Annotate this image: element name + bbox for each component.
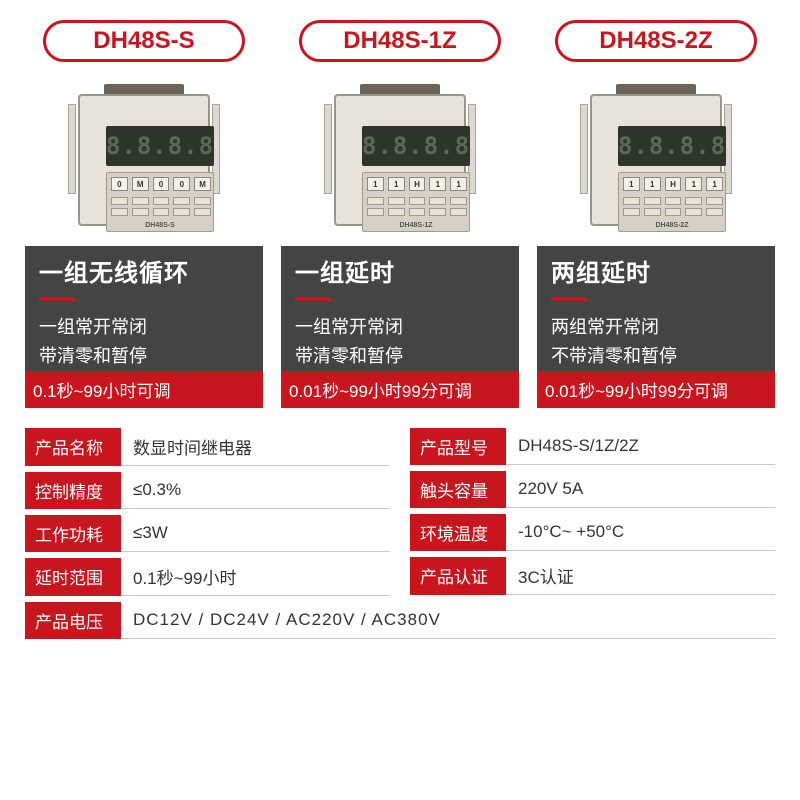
device-illustration: 8.8.8.8 1 1 H 1 1 [576,76,736,236]
spec-label: 环境温度 [410,514,506,551]
spec-value: 3C认证 [506,557,775,595]
device-label: DH48S-1Z [399,222,432,229]
range-bar: 0.01秒~99小时99分可调 [281,371,519,408]
spec-value: ≤0.3% [121,472,390,509]
spec-table: 产品名称 数显时间继电器 控制精度 ≤0.3% 工作功耗 ≤3W 延时范围 0.… [25,428,775,602]
dial: M [194,177,211,191]
dial: 1 [388,177,405,191]
spec-value: 0.1秒~99小时 [121,558,390,596]
spec-row: 控制精度 ≤0.3% [25,472,390,509]
spec-label: 延时范围 [25,558,121,596]
dial: H [409,177,426,191]
model-pill: DH48S-1Z [299,20,501,62]
spec-value: DH48S-S/1Z/2Z [506,428,775,465]
accent-underline [551,297,587,301]
product-row: DH48S-S 8.8.8.8 0 M 0 0 [25,20,775,408]
spec-row-full: 产品电压 DC12V / DC24V / AC220V / AC380V [25,602,775,639]
spec-value: 220V 5A [506,471,775,508]
spec-label: 控制精度 [25,472,121,509]
model-pill: DH48S-2Z [555,20,757,62]
spec-row: 产品名称 数显时间继电器 [25,428,390,466]
dial: M [132,177,149,191]
dial: 0 [111,177,128,191]
range-bar: 0.1秒~99小时可调 [25,371,263,408]
dial: 0 [153,177,170,191]
range-bar: 0.01秒~99小时99分可调 [537,371,775,408]
spec-column-left: 产品名称 数显时间继电器 控制精度 ≤0.3% 工作功耗 ≤3W 延时范围 0.… [25,428,390,602]
spec-value: DC12V / DC24V / AC220V / AC380V [121,602,775,639]
infographic-root: DH48S-S 8.8.8.8 0 M 0 0 [0,0,800,665]
dial: H [665,177,682,191]
dial: 1 [623,177,640,191]
dial: 1 [429,177,446,191]
device-illustration: 8.8.8.8 1 1 H 1 1 [320,76,480,236]
spec-label: 产品名称 [25,428,121,466]
spec-row: 产品型号 DH48S-S/1Z/2Z [410,428,775,465]
dial: 1 [685,177,702,191]
spec-row: 延时范围 0.1秒~99小时 [25,558,390,596]
dial: 1 [450,177,467,191]
spec-label: 工作功耗 [25,515,121,552]
spec-row: 触头容量 220V 5A [410,471,775,508]
product-image: 8.8.8.8 1 1 H 1 1 [281,70,519,246]
spec-label: 触头容量 [410,471,506,508]
device-label: DH48S-S [145,222,175,229]
product-card: DH48S-2Z 8.8.8.8 1 1 H 1 [537,20,775,408]
product-desc-line: 带清零和暂停 [295,342,505,371]
spec-row: 工作功耗 ≤3W [25,515,390,552]
device-digits: 8.8.8.8 [618,132,726,160]
product-headline: 一组延时 [295,258,505,289]
model-pill: DH48S-S [43,20,245,62]
product-card: DH48S-S 8.8.8.8 0 M 0 0 [25,20,263,408]
dial: 1 [644,177,661,191]
spec-value: -10°C~ +50°C [506,514,775,551]
spec-value: 数显时间继电器 [121,428,390,466]
product-headline: 两组延时 [551,258,761,289]
device-illustration: 8.8.8.8 0 M 0 0 M [64,76,224,236]
accent-underline [295,297,331,301]
product-desc-line: 一组常开常闭 [295,313,505,342]
spec-label: 产品认证 [410,557,506,595]
spec-row: 产品认证 3C认证 [410,557,775,595]
product-desc-line: 一组常开常闭 [39,313,249,342]
dial: 1 [367,177,384,191]
device-digits: 8.8.8.8 [362,132,470,160]
device-digits: 8.8.8.8 [106,132,214,160]
device-label: DH48S-2Z [655,222,688,229]
dial: 1 [706,177,723,191]
spec-label: 产品电压 [25,602,121,639]
product-headline: 一组无线循环 [39,258,249,289]
dial: 0 [173,177,190,191]
product-card: DH48S-1Z 8.8.8.8 1 1 H 1 [281,20,519,408]
spec-row: 环境温度 -10°C~ +50°C [410,514,775,551]
product-desc-line: 两组常开常闭 [551,313,761,342]
spec-column-right: 产品型号 DH48S-S/1Z/2Z 触头容量 220V 5A 环境温度 -10… [410,428,775,602]
spec-value: ≤3W [121,515,390,552]
product-image: 8.8.8.8 1 1 H 1 1 [537,70,775,246]
product-image: 8.8.8.8 0 M 0 0 M [25,70,263,246]
product-desc-line: 不带清零和暂停 [551,342,761,371]
spec-label: 产品型号 [410,428,506,465]
product-desc-line: 带清零和暂停 [39,342,249,371]
accent-underline [39,297,75,301]
